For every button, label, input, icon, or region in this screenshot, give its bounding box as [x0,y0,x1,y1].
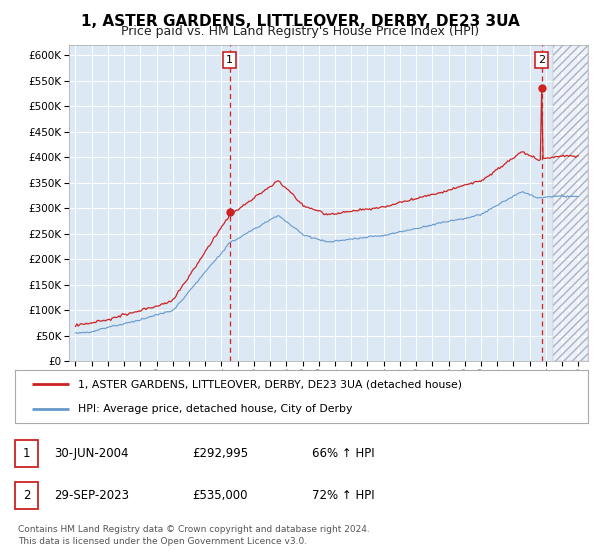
Text: Price paid vs. HM Land Registry's House Price Index (HPI): Price paid vs. HM Land Registry's House … [121,25,479,38]
Text: 1, ASTER GARDENS, LITTLEOVER, DERBY, DE23 3UA: 1, ASTER GARDENS, LITTLEOVER, DERBY, DE2… [80,14,520,29]
Text: 72% ↑ HPI: 72% ↑ HPI [312,489,374,502]
Text: £292,995: £292,995 [192,447,248,460]
Text: 2: 2 [538,55,545,65]
Text: 66% ↑ HPI: 66% ↑ HPI [312,447,374,460]
Text: £535,000: £535,000 [192,489,248,502]
Text: HPI: Average price, detached house, City of Derby: HPI: Average price, detached house, City… [78,404,352,414]
Text: 1: 1 [23,447,30,460]
Text: Contains HM Land Registry data © Crown copyright and database right 2024.
This d: Contains HM Land Registry data © Crown c… [18,525,370,546]
Text: 29-SEP-2023: 29-SEP-2023 [54,489,129,502]
Text: 30-JUN-2004: 30-JUN-2004 [54,447,128,460]
Text: 1, ASTER GARDENS, LITTLEOVER, DERBY, DE23 3UA (detached house): 1, ASTER GARDENS, LITTLEOVER, DERBY, DE2… [78,380,462,390]
Text: 2: 2 [23,489,30,502]
Text: 1: 1 [226,55,233,65]
